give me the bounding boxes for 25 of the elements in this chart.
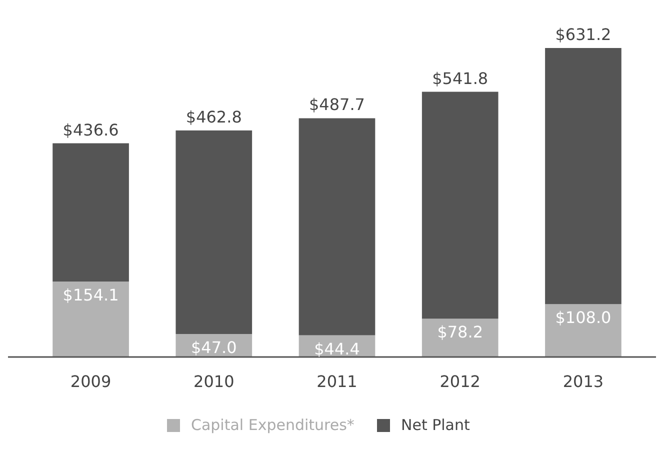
x-tick-label: 2013: [562, 372, 604, 391]
bar: [422, 318, 498, 357]
bar: [52, 143, 129, 282]
total-label: $436.6: [62, 120, 119, 140]
total-label: $541.8: [432, 68, 488, 88]
x-tick-label: 2009: [70, 372, 112, 391]
bar: [422, 92, 498, 319]
data-label: $154.1: [62, 286, 119, 305]
bar: [545, 48, 622, 304]
data-label: $44.4: [314, 339, 360, 358]
x-tick-label: 2011: [316, 372, 358, 391]
x-tick-label: 2010: [194, 372, 234, 391]
bar: [545, 304, 622, 357]
total-label: $487.7: [309, 95, 365, 114]
bar: [176, 130, 252, 334]
legend-label: Net Plant: [401, 416, 470, 434]
total-label: $631.2: [555, 25, 612, 44]
x-tick-label: 2012: [440, 372, 480, 391]
bar: [298, 118, 376, 336]
data-label: $47.0: [190, 338, 237, 357]
data-label: $78.2: [437, 322, 484, 342]
total-label: $462.8: [186, 107, 242, 126]
legend-label: Capital Expenditures*: [191, 416, 355, 434]
data-label: $108.0: [555, 308, 612, 328]
bar: [52, 282, 129, 357]
